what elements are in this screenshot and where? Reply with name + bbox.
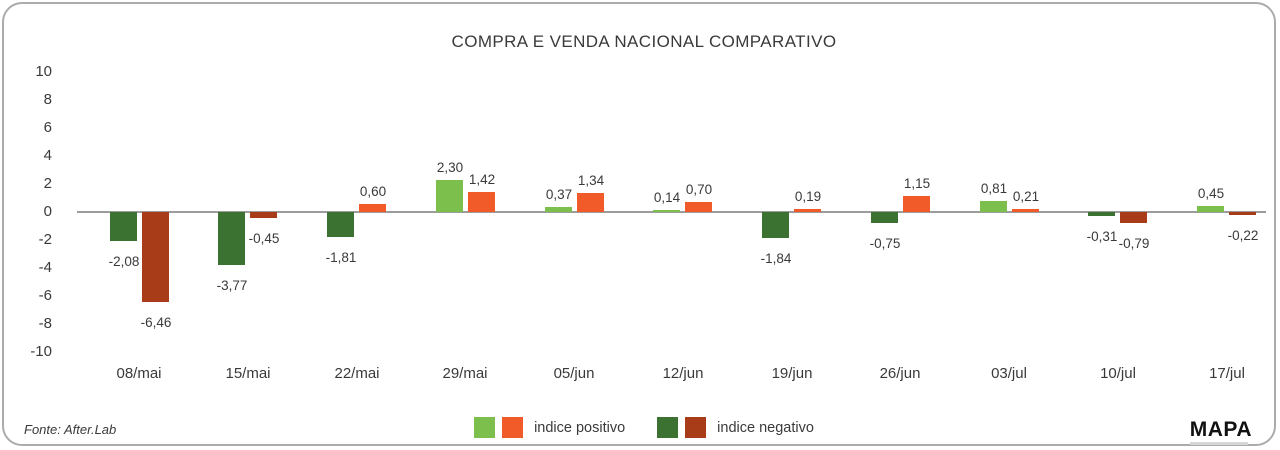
chart-legend: indice positivo indice negativo [4, 417, 1280, 438]
bar-serie_1-17-jul [1197, 206, 1224, 212]
x-axis-tick-label: 29/mai [442, 365, 488, 382]
y-axis-tick-label: -6 [38, 287, 52, 304]
bar-value-label: 0,81 [980, 181, 1008, 196]
bar-serie_2-17-jul [1229, 212, 1256, 215]
x-axis-tick-label: 22/mai [334, 365, 380, 382]
bar-serie_2-26-jun [903, 196, 930, 212]
bar-serie_2-15-mai [250, 212, 277, 218]
mapa-logo: MAPA [1189, 418, 1252, 445]
bar-value-label: 2,30 [436, 160, 464, 175]
bar-value-label: 0,14 [653, 190, 681, 205]
y-axis-tick-label: 2 [43, 175, 52, 192]
bar-serie_2-03-jul [1012, 209, 1039, 212]
x-axis-tick-label: 19/jun [771, 365, 813, 382]
negative-dark-green-swatch [657, 417, 679, 438]
y-axis-tick-label: 0 [43, 203, 52, 220]
legend-item-positive: indice positivo [474, 417, 625, 438]
bar-serie_2-12-jun [685, 202, 712, 212]
bar-serie_2-05-jun [577, 193, 604, 212]
y-axis-tick-label: -10 [30, 343, 52, 360]
x-axis-tick-label: 10/jul [1100, 365, 1136, 382]
bar-value-label: 0,45 [1197, 186, 1225, 201]
legend-label-positive: indice positivo [534, 419, 626, 436]
zero-axis-line [77, 211, 1266, 213]
bar-value-label: 0,19 [794, 189, 822, 204]
y-axis-tick-label: -2 [38, 231, 52, 248]
legend-label-negative: indice negativo [717, 419, 814, 436]
bar-serie_1-08-mai [110, 212, 137, 241]
bar-value-label: 0,70 [685, 182, 713, 197]
bar-serie_1-12-jun [653, 210, 680, 212]
x-axis-tick-label: 15/mai [225, 365, 271, 382]
bar-value-label: 0,60 [359, 184, 387, 199]
bar-serie_1-29-mai [436, 180, 463, 212]
y-axis-tick-label: -8 [38, 315, 52, 332]
bar-serie_2-08-mai [142, 212, 169, 302]
bar-serie_1-03-jul [980, 201, 1007, 212]
bar-value-label: -3,77 [216, 278, 248, 293]
y-axis-tick-label: -4 [38, 259, 52, 276]
mapa-logo-tagline [1189, 442, 1248, 445]
y-axis-tick-label: 4 [43, 147, 52, 164]
mapa-logo-text: MAPA [1189, 418, 1252, 441]
bar-serie_2-19-jun [794, 209, 821, 212]
chart-title: COMPRA E VENDA NACIONAL COMPARATIVO [451, 32, 837, 51]
bar-serie_2-29-mai [468, 192, 495, 212]
bar-serie_1-26-jun [871, 212, 898, 223]
bar-value-label: -6,46 [140, 315, 172, 330]
bar-value-label: 0,21 [1012, 189, 1040, 204]
bar-value-label: 1,42 [468, 172, 496, 187]
bar-value-label: -0,79 [1118, 236, 1150, 251]
positive-light-green-swatch [474, 417, 496, 438]
bar-value-label: -1,81 [325, 250, 357, 265]
x-axis-tick-label: 08/mai [116, 365, 162, 382]
bar-value-label: -1,84 [760, 251, 792, 266]
source-note: Fonte: After.Lab [24, 422, 117, 437]
bar-serie_2-22-mai [359, 204, 386, 212]
y-axis-tick-label: 6 [43, 119, 52, 136]
x-axis-tick-label: 17/jul [1209, 365, 1245, 382]
bar-serie_2-10-jul [1120, 212, 1147, 223]
x-axis-tick-label: 05/jun [553, 365, 595, 382]
bar-serie_1-19-jun [762, 212, 789, 238]
bar-serie_1-15-mai [218, 212, 245, 265]
bar-value-label: -2,08 [108, 254, 140, 269]
y-axis-tick-label: 8 [43, 91, 52, 108]
y-axis-tick-label: 10 [35, 63, 52, 80]
bar-value-label: 0,37 [545, 187, 573, 202]
bar-serie_1-05-jun [545, 207, 572, 212]
bar-serie_1-10-jul [1088, 212, 1115, 216]
bar-value-label: 1,34 [577, 173, 605, 188]
positive-orange-swatch [502, 417, 524, 438]
bar-serie_1-22-mai [327, 212, 354, 237]
x-axis-tick-label: 12/jun [662, 365, 704, 382]
bar-value-label: 1,15 [903, 176, 931, 191]
bar-value-label: -0,31 [1086, 229, 1118, 244]
negative-dark-red-swatch [685, 417, 707, 438]
bar-value-label: -0,75 [869, 236, 901, 251]
bar-value-label: -0,45 [248, 231, 280, 246]
x-axis-tick-label: 03/jul [991, 365, 1027, 382]
legend-item-negative: indice negativo [657, 417, 814, 438]
x-axis-tick-label: 26/jun [879, 365, 921, 382]
bar-value-label: -0,22 [1227, 228, 1259, 243]
